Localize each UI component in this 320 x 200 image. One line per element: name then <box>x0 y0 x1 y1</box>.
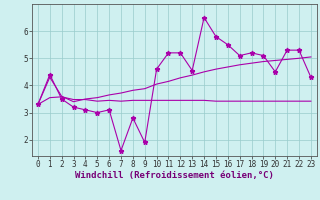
X-axis label: Windchill (Refroidissement éolien,°C): Windchill (Refroidissement éolien,°C) <box>75 171 274 180</box>
